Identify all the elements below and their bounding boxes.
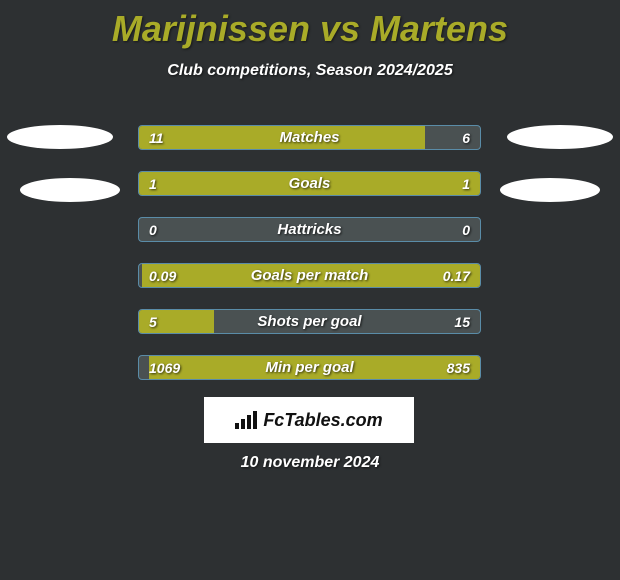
bar-value-right: 1 <box>462 172 470 195</box>
player-right-ellipse-2 <box>500 178 600 202</box>
bar-label: Goals <box>139 172 480 195</box>
bar-label: Shots per goal <box>139 310 480 333</box>
bar-row: 11Matches6 <box>138 125 481 150</box>
bar-value-right: 6 <box>462 126 470 149</box>
player-left-ellipse-2 <box>20 178 120 202</box>
bars-chart-icon <box>235 411 257 429</box>
bar-row: 1069Min per goal835 <box>138 355 481 380</box>
player-right-ellipse-1 <box>507 125 613 149</box>
bar-value-right: 0.17 <box>443 264 470 287</box>
bar-row: 5Shots per goal15 <box>138 309 481 334</box>
player-left-ellipse-1 <box>7 125 113 149</box>
bar-label: Matches <box>139 126 480 149</box>
bar-row: 1Goals1 <box>138 171 481 196</box>
bar-label: Goals per match <box>139 264 480 287</box>
comparison-bars: 11Matches6 1Goals1 0Hattricks0 0.09Goals pe… <box>138 125 481 401</box>
bar-row: 0.09Goals per match0.17 <box>138 263 481 288</box>
bar-value-right: 835 <box>447 356 470 379</box>
page-title: Marijnissen vs Martens <box>0 0 620 50</box>
bar-value-right: 15 <box>454 310 470 333</box>
brand-box: FcTables.com <box>204 397 414 443</box>
bar-row: 0Hattricks0 <box>138 217 481 242</box>
subtitle: Club competitions, Season 2024/2025 <box>0 62 620 80</box>
date-text: 10 november 2024 <box>0 454 620 472</box>
bar-label: Min per goal <box>139 356 480 379</box>
bar-value-right: 0 <box>462 218 470 241</box>
bar-label: Hattricks <box>139 218 480 241</box>
brand-text: FcTables.com <box>263 410 382 431</box>
